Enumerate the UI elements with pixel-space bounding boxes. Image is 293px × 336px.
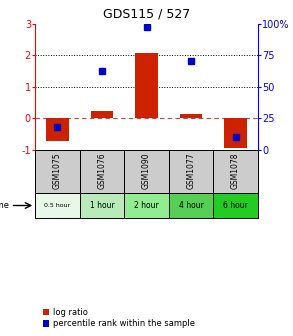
Bar xyxy=(46,118,69,141)
Text: GSM1090: GSM1090 xyxy=(142,153,151,190)
Text: 2 hour: 2 hour xyxy=(134,201,159,210)
Bar xyxy=(169,193,213,218)
Bar xyxy=(135,53,158,118)
Bar xyxy=(213,193,258,218)
Text: GSM1076: GSM1076 xyxy=(98,153,106,190)
Bar xyxy=(35,193,80,218)
Text: 4 hour: 4 hour xyxy=(179,201,203,210)
Bar xyxy=(80,150,124,193)
Text: 0.5 hour: 0.5 hour xyxy=(44,203,71,208)
Text: time: time xyxy=(0,201,9,210)
Bar xyxy=(180,114,202,118)
Bar xyxy=(91,111,113,118)
Text: 6 hour: 6 hour xyxy=(223,201,248,210)
Bar xyxy=(124,150,169,193)
Bar xyxy=(169,150,213,193)
Text: 1 hour: 1 hour xyxy=(90,201,114,210)
Legend: log ratio, percentile rank within the sample: log ratio, percentile rank within the sa… xyxy=(39,305,198,332)
Bar xyxy=(224,118,247,148)
Bar xyxy=(124,193,169,218)
Text: GSM1075: GSM1075 xyxy=(53,153,62,190)
Bar xyxy=(213,150,258,193)
Text: GSM1078: GSM1078 xyxy=(231,153,240,190)
Bar xyxy=(35,150,80,193)
Title: GDS115 / 527: GDS115 / 527 xyxy=(103,8,190,21)
Text: GSM1077: GSM1077 xyxy=(187,153,195,190)
Bar xyxy=(80,193,124,218)
